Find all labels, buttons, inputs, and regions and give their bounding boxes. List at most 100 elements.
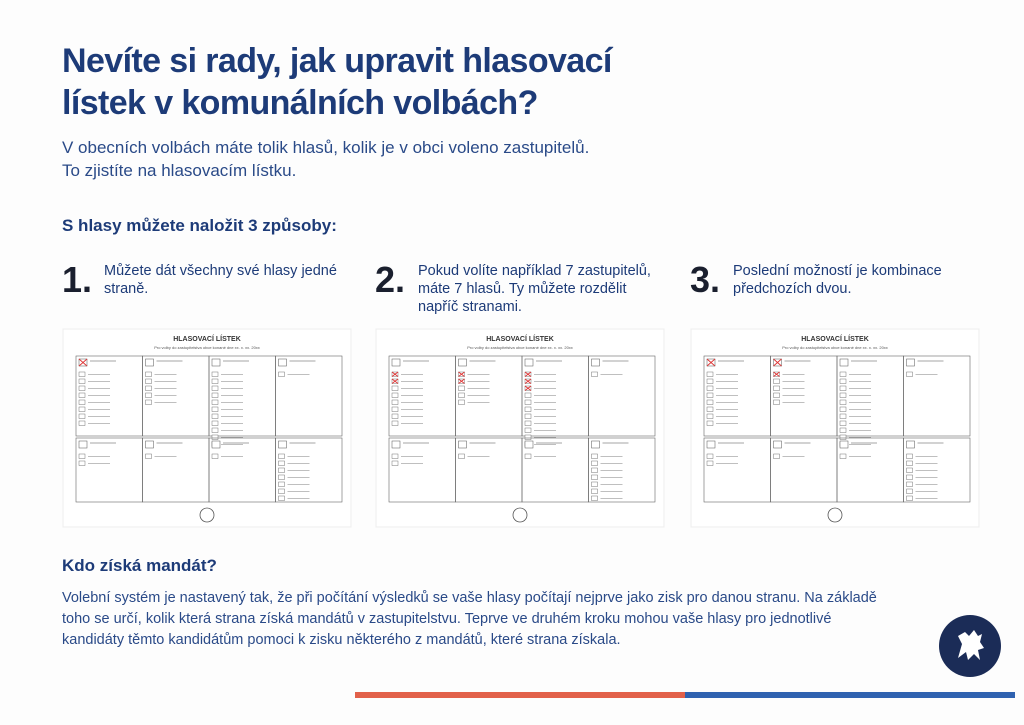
cross bbox=[78, 358, 88, 367]
candidate-box bbox=[706, 453, 714, 459]
party-box bbox=[524, 358, 534, 367]
candidate-box bbox=[839, 413, 847, 419]
party-box bbox=[145, 440, 154, 449]
ways-heading: S hlasy můžete naložit 3 způsoby: bbox=[62, 216, 337, 235]
party-box bbox=[278, 358, 287, 367]
title: Nevíte si rady, jak upravit hlasovací lí… bbox=[62, 40, 612, 124]
candidate-box bbox=[839, 371, 847, 377]
candidate-box bbox=[706, 392, 714, 398]
candidate-box bbox=[706, 378, 714, 384]
ballot-subtitle: Pro volby do zastupitelstva obce konané … bbox=[467, 345, 573, 350]
candidate-box bbox=[591, 495, 598, 501]
party-box bbox=[591, 440, 600, 449]
candidate-box bbox=[906, 467, 913, 473]
candidate-box bbox=[839, 406, 847, 412]
party-box bbox=[839, 440, 849, 449]
candidate-box bbox=[524, 453, 532, 459]
candidate-box bbox=[78, 420, 86, 426]
party-box bbox=[906, 440, 915, 449]
candidate-box bbox=[773, 378, 780, 384]
party-box bbox=[524, 440, 534, 449]
candidate-box bbox=[591, 474, 598, 480]
candidate-box bbox=[773, 399, 780, 405]
candidate-box bbox=[524, 420, 532, 426]
cross bbox=[773, 358, 782, 367]
text-line: kandidáty těmto kandidátům pomoci k zisk… bbox=[62, 632, 621, 648]
candidate-box bbox=[524, 399, 532, 405]
ballot-title: HLASOVACÍ LÍSTEK bbox=[801, 334, 869, 343]
candidate-box bbox=[906, 488, 913, 494]
candidate-box bbox=[278, 488, 285, 494]
candidate-box bbox=[211, 427, 219, 433]
candidate-box bbox=[839, 434, 847, 440]
candidate-box bbox=[78, 392, 86, 398]
title-line: Nevíte si rady, jak upravit hlasovací bbox=[62, 42, 612, 80]
ballot-subtitle: Pro volby do zastupitelstva obce konané … bbox=[782, 345, 888, 350]
party-box bbox=[145, 358, 154, 367]
candidate-box bbox=[524, 406, 532, 412]
party-box bbox=[211, 440, 221, 449]
ballot-seal bbox=[512, 507, 528, 523]
candidate-box bbox=[839, 385, 847, 391]
candidate-box bbox=[906, 453, 913, 459]
ballot-title: HLASOVACÍ LÍSTEK bbox=[486, 334, 554, 343]
candidate-box bbox=[591, 453, 598, 459]
candidate-box bbox=[78, 378, 86, 384]
candidate-box bbox=[706, 413, 714, 419]
candidate-box bbox=[78, 406, 86, 412]
candidate-box bbox=[145, 453, 152, 459]
candidate-box bbox=[773, 385, 780, 391]
step-text: Pokud volíte například 7 zastupitelů, má… bbox=[418, 263, 651, 315]
candidate-box bbox=[591, 481, 598, 487]
candidate-box bbox=[391, 453, 399, 459]
candidate-box bbox=[524, 434, 532, 440]
candidate-box bbox=[591, 467, 598, 473]
step-number: 1. bbox=[62, 259, 93, 300]
party-panel bbox=[275, 437, 343, 503]
candidate-box bbox=[278, 460, 285, 466]
candidate-box bbox=[706, 399, 714, 405]
candidate-box bbox=[145, 385, 152, 391]
candidate-box bbox=[839, 399, 847, 405]
candidate-box bbox=[211, 420, 219, 426]
stripe-blue bbox=[685, 692, 1015, 698]
candidate-box bbox=[391, 385, 399, 391]
candidate-box bbox=[458, 385, 465, 391]
party-box bbox=[458, 440, 467, 449]
candidate-box bbox=[211, 392, 219, 398]
candidate-box bbox=[458, 453, 465, 459]
cross bbox=[458, 378, 465, 384]
candidate-box bbox=[524, 427, 532, 433]
candidate-box bbox=[145, 378, 152, 384]
candidate-box bbox=[906, 371, 913, 377]
party-panel bbox=[588, 437, 656, 503]
text-line: toho se určí, kolik která strana získá m… bbox=[62, 611, 832, 627]
ballot-seal bbox=[827, 507, 843, 523]
party-box bbox=[773, 440, 782, 449]
step-text: Poslední možností je kombinace předchozí… bbox=[733, 263, 942, 297]
candidate-box bbox=[591, 371, 598, 377]
ballot-seal bbox=[199, 507, 215, 523]
candidate-box bbox=[145, 392, 152, 398]
candidate-box bbox=[706, 420, 714, 426]
candidate-box bbox=[78, 371, 86, 377]
candidate-box bbox=[211, 378, 219, 384]
step-number: 2. bbox=[375, 259, 406, 300]
cross bbox=[524, 385, 532, 391]
party-box bbox=[591, 358, 600, 367]
candidate-box bbox=[706, 385, 714, 391]
candidate-box bbox=[278, 481, 285, 487]
stripe-red bbox=[355, 692, 685, 698]
candidate-box bbox=[524, 413, 532, 419]
party-box bbox=[78, 440, 88, 449]
candidate-box bbox=[278, 467, 285, 473]
candidate-box bbox=[211, 413, 219, 419]
candidate-box bbox=[211, 434, 219, 440]
candidate-box bbox=[278, 453, 285, 459]
candidate-box bbox=[591, 488, 598, 494]
candidate-box bbox=[278, 474, 285, 480]
ballot-subtitle: Pro volby do zastupitelstva obce konané … bbox=[154, 345, 260, 350]
ballot-paper bbox=[690, 328, 980, 528]
intro-line: To zjistíte na hlasovacím lístku. bbox=[62, 161, 297, 180]
party-panel bbox=[903, 437, 971, 503]
